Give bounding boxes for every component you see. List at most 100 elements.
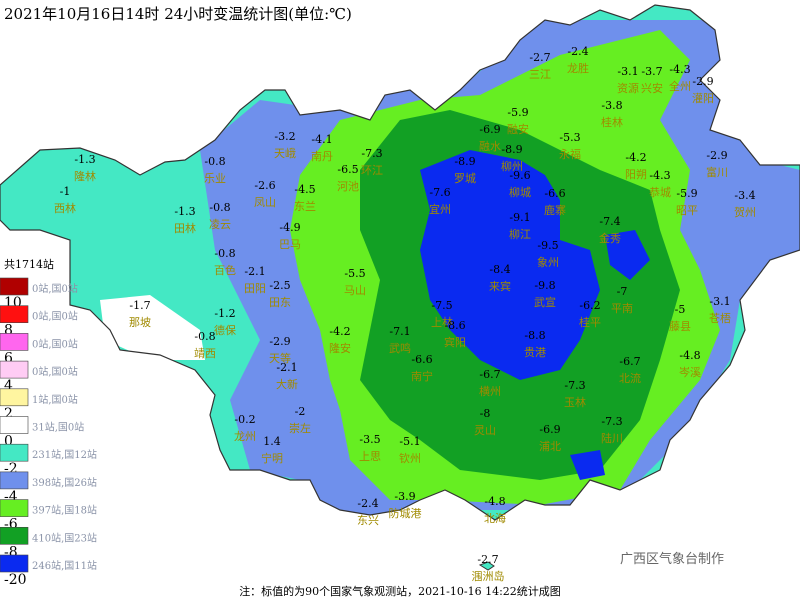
legend-break: 8: [4, 323, 13, 339]
station-name: 三江: [529, 68, 551, 81]
station-value: -6.7: [479, 368, 500, 381]
station-name: 融安: [507, 122, 529, 136]
station-name: 阳朔: [625, 168, 647, 181]
legend-break: 6: [4, 350, 13, 366]
station-value: -2: [295, 405, 306, 418]
station-name: 隆安: [329, 341, 351, 355]
station-name: 融水: [479, 140, 501, 153]
title: 2021年10月16日14时 24小时变温统计图(单位:℃): [4, 5, 352, 23]
station-name: 宁明: [261, 451, 283, 465]
station-name: 河池: [337, 180, 359, 193]
legend-swatch: [0, 388, 29, 407]
station-name: 德保: [214, 323, 236, 337]
station-name: 南丹: [311, 150, 333, 163]
station-name: 天峨: [274, 147, 296, 160]
station-value: -4.9: [279, 221, 300, 234]
legend-count: 31站,国0站: [32, 421, 84, 434]
legend-count: 246站,国11站: [32, 559, 97, 572]
station-value: -2.4: [567, 45, 588, 58]
station-value: -6.6: [411, 353, 432, 366]
station-name: 贺州: [734, 206, 756, 219]
station-name: 那坡: [129, 316, 151, 329]
station-value: -5.5: [344, 267, 365, 280]
station-value: -6.9: [539, 423, 560, 436]
station-value: -7.5: [431, 299, 452, 312]
station-name: 鹿寨: [544, 203, 566, 217]
station-value: -4.1: [311, 133, 332, 146]
region-blue: [570, 450, 605, 480]
station-value: -1.3: [74, 153, 95, 166]
station-value: -2.1: [244, 265, 265, 278]
station-value: -7: [617, 285, 628, 298]
station-name: 巴马: [279, 238, 301, 251]
station-value: -5: [675, 303, 686, 316]
station-value: -6.9: [479, 123, 500, 136]
station-value: -3.7: [641, 65, 662, 78]
station-value: -6.5: [337, 163, 358, 176]
station-name: 资源: [617, 81, 639, 95]
station-name: 东兴: [357, 514, 379, 527]
station-value: -2.7: [529, 51, 550, 64]
station-value: -4.2: [329, 325, 350, 338]
legend-swatch: [0, 554, 29, 573]
station-value: -6.2: [579, 299, 600, 312]
station-name: 全州: [669, 79, 691, 93]
legend-count: 410站,国23站: [32, 531, 97, 544]
station-name: 上思: [359, 450, 381, 463]
legend-swatch: [0, 443, 29, 462]
legend-break: -20: [4, 572, 27, 588]
station-value: -4.8: [484, 495, 505, 508]
station-value: -2.9: [692, 75, 713, 88]
station-name: 环江: [361, 164, 383, 177]
station-name: 富川: [706, 165, 728, 179]
station-name: 柳江: [509, 227, 531, 241]
station-value: -3.4: [734, 189, 755, 202]
station-name: 陆川: [601, 431, 623, 445]
station-name: 玉林: [564, 395, 586, 409]
station-name: 恭城: [649, 186, 671, 199]
station-name: 龙胜: [567, 61, 589, 75]
station-name: 钦州: [399, 452, 421, 465]
legend-swatch: [0, 526, 29, 545]
station-value: -2.5: [269, 279, 290, 292]
station-value: -7.3: [361, 147, 382, 160]
station-name: 金秀: [599, 231, 621, 245]
station-value: -7.3: [601, 415, 622, 428]
legend-count: 0站,国0站: [32, 365, 78, 378]
station-name: 昭平: [676, 204, 698, 217]
station-name: 罗城: [454, 172, 476, 185]
station-value: -9.1: [509, 211, 530, 224]
station-value: -3.1: [617, 65, 638, 78]
legend-swatch: [0, 277, 29, 296]
station-name: 上林: [431, 315, 453, 329]
legend-swatch: [0, 360, 29, 379]
station-value: -1.2: [214, 307, 235, 320]
station-name: 天等: [269, 351, 291, 365]
island: [478, 561, 495, 571]
station-value: -4.2: [625, 151, 646, 164]
station-name: 藤县: [669, 320, 691, 333]
station-name: 西林: [54, 201, 76, 215]
region-white: [100, 295, 205, 360]
station-value: -7.3: [564, 379, 585, 392]
legend-swatch: [0, 416, 29, 434]
station-value: -0.8: [209, 201, 230, 214]
legend: 0站,国0站100站,国0站80站,国0站60站,国0站41站,国0站231站,…: [0, 277, 97, 588]
station-value: -2.6: [254, 179, 275, 192]
station-name: 百色: [214, 263, 236, 277]
station-value: -9.8: [534, 279, 555, 292]
credit: 广西区气象台制作: [620, 551, 724, 567]
legend-count: 1站,国0站: [32, 393, 78, 406]
legend-break: 0: [4, 434, 13, 450]
station-name: 灌阳: [692, 92, 714, 105]
station-name: 防城港: [389, 506, 422, 520]
legend-break: 2: [4, 406, 13, 422]
station-name: 武鸣: [389, 341, 411, 355]
station-name: 横州: [479, 384, 501, 398]
station-name: 北流: [619, 371, 641, 385]
station-value: -3.1: [709, 295, 730, 308]
station-value: -0.2: [234, 413, 255, 426]
station-name: 永福: [559, 147, 581, 161]
station-name: 桂林: [601, 115, 623, 129]
